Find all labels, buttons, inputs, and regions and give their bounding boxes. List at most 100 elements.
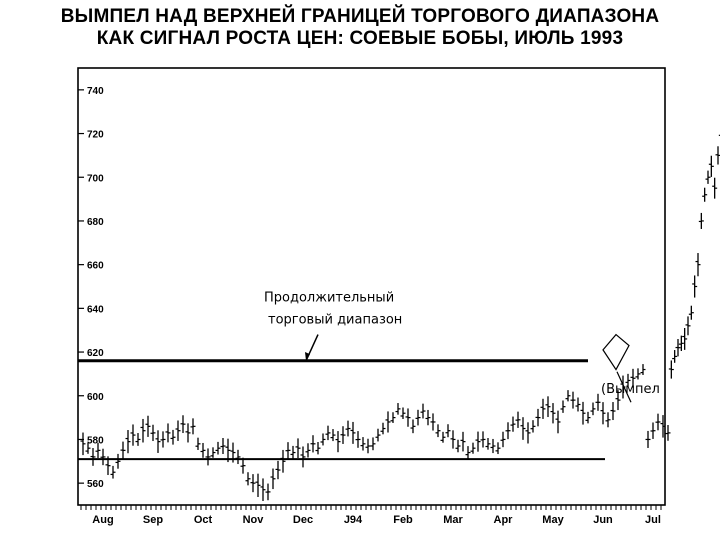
price-bar bbox=[678, 335, 684, 351]
price-bar bbox=[580, 401, 586, 425]
chart-title: ВЫМПЕЛ НАД ВЕРХНЕЙ ГРАНИЦЕЙ ТОРГОВОГО ДИ… bbox=[0, 6, 720, 50]
price-bar bbox=[410, 419, 416, 434]
price-bar bbox=[320, 433, 326, 446]
price-bar bbox=[510, 416, 516, 432]
price-bar bbox=[205, 448, 211, 466]
price-bar bbox=[215, 441, 221, 455]
x-tick-label: Mar bbox=[443, 514, 463, 526]
price-bar bbox=[340, 426, 346, 444]
y-tick-label: 740 bbox=[87, 86, 104, 97]
price-bar bbox=[280, 449, 286, 473]
price-bar bbox=[125, 430, 131, 454]
price-bar bbox=[540, 398, 546, 419]
price-bar bbox=[190, 418, 196, 435]
price-bar bbox=[545, 396, 551, 418]
price-bar bbox=[145, 415, 151, 437]
price-bar bbox=[575, 397, 581, 412]
price-bar bbox=[160, 431, 166, 448]
price-bar bbox=[200, 442, 206, 458]
price-bar bbox=[165, 423, 171, 443]
price-bar bbox=[100, 448, 106, 466]
annotation-range-arrowhead bbox=[305, 352, 310, 361]
price-bar bbox=[688, 305, 694, 320]
price-bar bbox=[610, 402, 616, 421]
y-tick-label: 600 bbox=[87, 392, 104, 403]
price-bar bbox=[485, 437, 491, 450]
price-bar bbox=[520, 417, 526, 440]
x-tick-label: Dec bbox=[293, 514, 313, 526]
range-lines bbox=[78, 359, 605, 461]
price-bar bbox=[605, 412, 611, 428]
price-bar bbox=[682, 328, 688, 350]
price-bar bbox=[90, 448, 96, 466]
price-bar bbox=[290, 445, 296, 460]
price-bar bbox=[255, 473, 261, 498]
x-tick-label: Nov bbox=[243, 514, 265, 526]
price-bar bbox=[465, 446, 471, 460]
price-bar bbox=[250, 474, 256, 493]
price-bar bbox=[300, 446, 306, 468]
price-bar bbox=[170, 429, 176, 445]
price-bar bbox=[570, 391, 576, 409]
price-bar bbox=[175, 420, 181, 441]
price-bar bbox=[455, 439, 461, 453]
price-bar bbox=[110, 465, 116, 479]
price-bar bbox=[702, 187, 708, 202]
price-bar bbox=[260, 478, 266, 501]
price-bar bbox=[590, 402, 596, 416]
price-bar bbox=[565, 390, 571, 402]
price-bar bbox=[585, 411, 591, 424]
x-tick-label: Aug bbox=[92, 514, 113, 526]
price-bar bbox=[660, 415, 666, 438]
price-bar bbox=[692, 275, 698, 298]
annotation-range-line1: Продолжительный bbox=[264, 290, 394, 305]
price-bar bbox=[650, 422, 656, 439]
price-bar bbox=[285, 442, 291, 459]
price-bar bbox=[430, 413, 436, 431]
price-bar bbox=[630, 368, 636, 388]
price-bar bbox=[400, 407, 406, 419]
price-bar bbox=[450, 430, 456, 449]
price-bar bbox=[195, 437, 201, 450]
price-bar bbox=[245, 472, 251, 486]
price-bar bbox=[515, 411, 521, 428]
price-bar bbox=[615, 390, 621, 411]
price-bar bbox=[345, 420, 351, 437]
price-bar bbox=[380, 422, 386, 435]
price-bar bbox=[715, 146, 720, 165]
x-axis: Aug Sep Oct Nov Dec J94 Feb Mar Apr May Jun Jul bbox=[80, 505, 662, 526]
price-bar bbox=[385, 411, 391, 433]
price-bar bbox=[395, 403, 401, 415]
price-bar bbox=[600, 402, 606, 425]
price-bar bbox=[445, 424, 451, 438]
y-tick-label: 660 bbox=[87, 261, 104, 272]
x-tick-label: May bbox=[542, 514, 564, 526]
price-bar bbox=[460, 431, 466, 452]
x-tick-label: Apr bbox=[494, 514, 514, 526]
price-bar bbox=[315, 442, 321, 455]
price-bar bbox=[270, 468, 276, 490]
annotations: Продолжительный торговый диапазон (Вымпел bbox=[264, 290, 660, 403]
price-bar bbox=[405, 408, 411, 427]
price-bar bbox=[535, 408, 541, 427]
price-bar bbox=[668, 360, 674, 379]
price-bar bbox=[220, 438, 226, 455]
pennant-shape bbox=[602, 333, 630, 371]
y-tick-label: 640 bbox=[87, 304, 104, 315]
y-tick-label: 560 bbox=[87, 479, 104, 490]
price-bar bbox=[85, 442, 91, 454]
price-bar bbox=[265, 483, 271, 501]
price-bar bbox=[355, 431, 361, 448]
price-bar bbox=[425, 409, 431, 426]
annotation-pennant: (Вымпел bbox=[601, 382, 660, 397]
price-bar bbox=[305, 443, 311, 458]
price-bar bbox=[335, 431, 341, 453]
price-bar bbox=[435, 424, 441, 438]
price-bar bbox=[505, 422, 511, 440]
price-bar bbox=[530, 420, 536, 433]
price-bar bbox=[105, 456, 111, 476]
price-bar bbox=[130, 424, 136, 446]
price-bar bbox=[180, 415, 186, 434]
price-bar bbox=[712, 177, 718, 199]
